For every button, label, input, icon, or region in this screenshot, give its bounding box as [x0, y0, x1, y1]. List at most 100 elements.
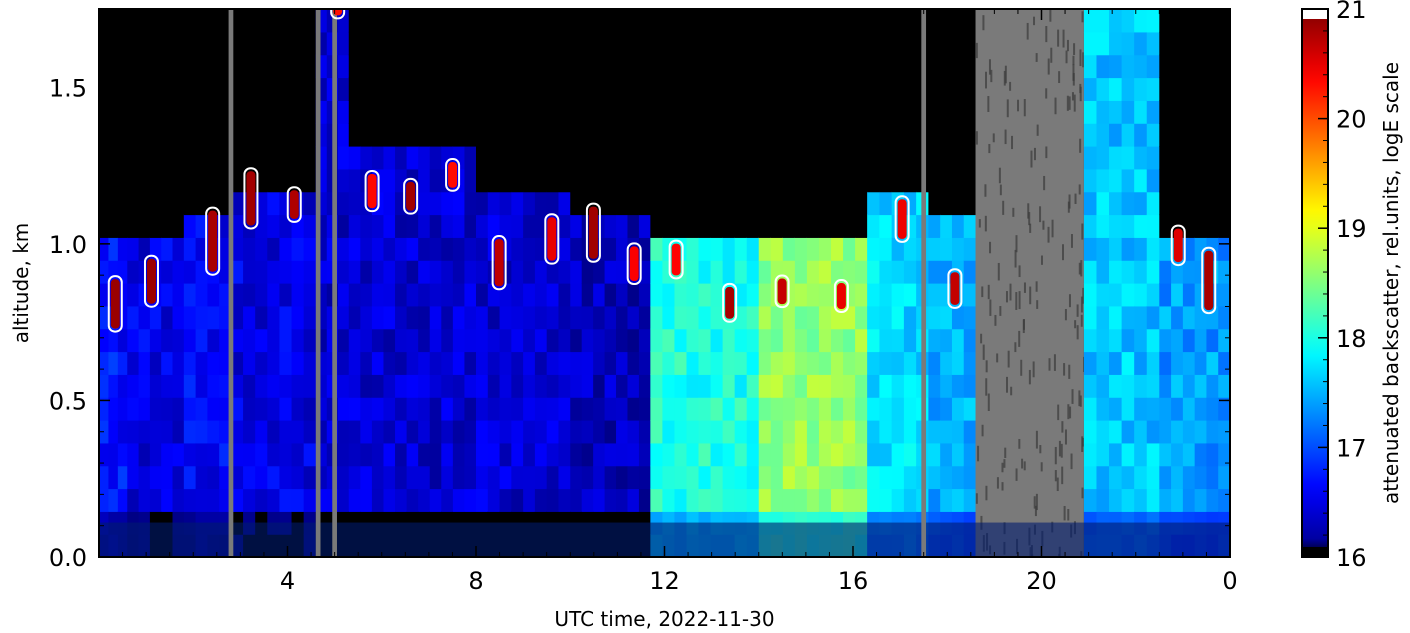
- heatmap-cell: [616, 214, 629, 238]
- heatmap-cell: [1096, 465, 1110, 490]
- heatmap-cell: [806, 191, 820, 216]
- heatmap-cell: [616, 168, 629, 193]
- heatmap-cell: [570, 168, 583, 193]
- heatmap-cell: [758, 260, 772, 284]
- heatmap-cell: [940, 146, 953, 170]
- heatmap-cell: [806, 374, 820, 398]
- heatmap-cell: [1218, 31, 1230, 56]
- heatmap-cell: [1096, 146, 1110, 170]
- heatmap-cell: [418, 146, 431, 170]
- heatmap-cell: [710, 168, 724, 193]
- heatmap-cell: [855, 260, 868, 284]
- heatmap-cell: [195, 54, 208, 79]
- heatmap-cell: [371, 305, 385, 330]
- heatmap-cell: [303, 54, 317, 79]
- heatmap-cell: [746, 442, 760, 467]
- heatmap-cell: [1218, 123, 1230, 147]
- heatmap-cell: [891, 374, 905, 398]
- heatmap-cell: [267, 488, 281, 512]
- heatmap-cell: [195, 465, 208, 490]
- heatmap-cell: [183, 351, 197, 375]
- no-data-streak: [1068, 294, 1071, 308]
- heatmap-cell: [230, 283, 244, 307]
- heatmap-cell: [303, 123, 317, 147]
- heatmap-cell: [183, 260, 197, 284]
- heatmap-cell: [418, 420, 431, 444]
- no-data-streak: [1033, 147, 1036, 161]
- heatmap-cell: [348, 442, 361, 467]
- heatmap-cell: [291, 351, 305, 375]
- heatmap-cell: [951, 77, 965, 101]
- heatmap-cell: [523, 465, 536, 490]
- heatmap-cell: [207, 77, 220, 101]
- heatmap-cell: [867, 168, 880, 193]
- heatmap-cell: [108, 488, 119, 512]
- heatmap-cell: [1206, 488, 1219, 512]
- heatmap-cell: [674, 442, 688, 467]
- heatmap-cell: [172, 31, 185, 56]
- heatmap-cell: [1194, 123, 1208, 147]
- heatmap-cell: [662, 374, 676, 398]
- heatmap-cell: [1194, 442, 1208, 467]
- heatmap-cell: [1171, 397, 1184, 421]
- heatmap-cell: [698, 283, 712, 307]
- no-data-streak: [1036, 124, 1039, 136]
- heatmap-cell: [1134, 420, 1148, 444]
- heatmap-cell: [418, 191, 431, 216]
- heatmap-cell: [476, 397, 489, 421]
- colorbar-over-cap: [1302, 9, 1328, 19]
- heatmap-cell: [108, 31, 119, 56]
- heatmap-cell: [928, 54, 941, 79]
- heatmap-cell: [770, 260, 784, 284]
- heatmap-cell: [476, 191, 489, 216]
- heatmap-cell: [686, 328, 700, 353]
- heatmap-cell: [534, 283, 548, 307]
- heatmap-cell: [418, 351, 431, 375]
- heatmap-cell: [243, 9, 256, 33]
- heatmap-cell: [570, 9, 583, 33]
- heatmap-cell: [99, 328, 110, 353]
- heatmap-cell: [303, 168, 317, 193]
- heatmap-cell: [710, 123, 724, 147]
- heatmap-cell: [172, 397, 185, 421]
- heatmap-cell: [722, 374, 736, 398]
- no-data-streak: [1029, 223, 1032, 233]
- heatmap-cell: [499, 123, 512, 147]
- heatmap-cell: [546, 305, 560, 330]
- heatmap-cell: [662, 123, 676, 147]
- heatmap-cell: [782, 31, 796, 56]
- no-data-streak: [1074, 320, 1077, 329]
- heatmap-cell: [928, 397, 941, 421]
- heatmap-cell: [267, 237, 281, 261]
- heatmap-cell: [928, 351, 941, 375]
- heatmap-cell: [267, 283, 281, 307]
- heatmap-cell: [879, 374, 893, 398]
- heatmap-cell: [219, 31, 232, 56]
- heatmap-cell: [267, 465, 281, 490]
- no-data-streak: [1079, 138, 1082, 153]
- heatmap-cell: [149, 123, 162, 147]
- heatmap-cell: [441, 214, 454, 238]
- heatmap-cell: [650, 214, 664, 238]
- heatmap-cell: [963, 374, 977, 398]
- heatmap-cell: [674, 123, 688, 147]
- heatmap-cell: [395, 465, 408, 490]
- heatmap-cell: [891, 488, 905, 512]
- heatmap-cell: [429, 465, 442, 490]
- heatmap-cell: [291, 305, 305, 330]
- heatmap-cell: [843, 328, 856, 353]
- heatmap-cell: [195, 100, 208, 124]
- heatmap-cell: [638, 420, 651, 444]
- heatmap-cell: [429, 305, 442, 330]
- heatmap-cell: [418, 283, 431, 307]
- heatmap-cell: [418, 214, 431, 238]
- heatmap-cell: [195, 374, 208, 398]
- heatmap-cell: [570, 214, 583, 238]
- heatmap-cell: [758, 9, 772, 33]
- heatmap-cell: [1109, 351, 1123, 375]
- heatmap-cell: [476, 54, 489, 79]
- heatmap-cell: [710, 351, 724, 375]
- heatmap-cell: [303, 397, 317, 421]
- heatmap-cell: [255, 420, 268, 444]
- heatmap-cell: [207, 54, 220, 79]
